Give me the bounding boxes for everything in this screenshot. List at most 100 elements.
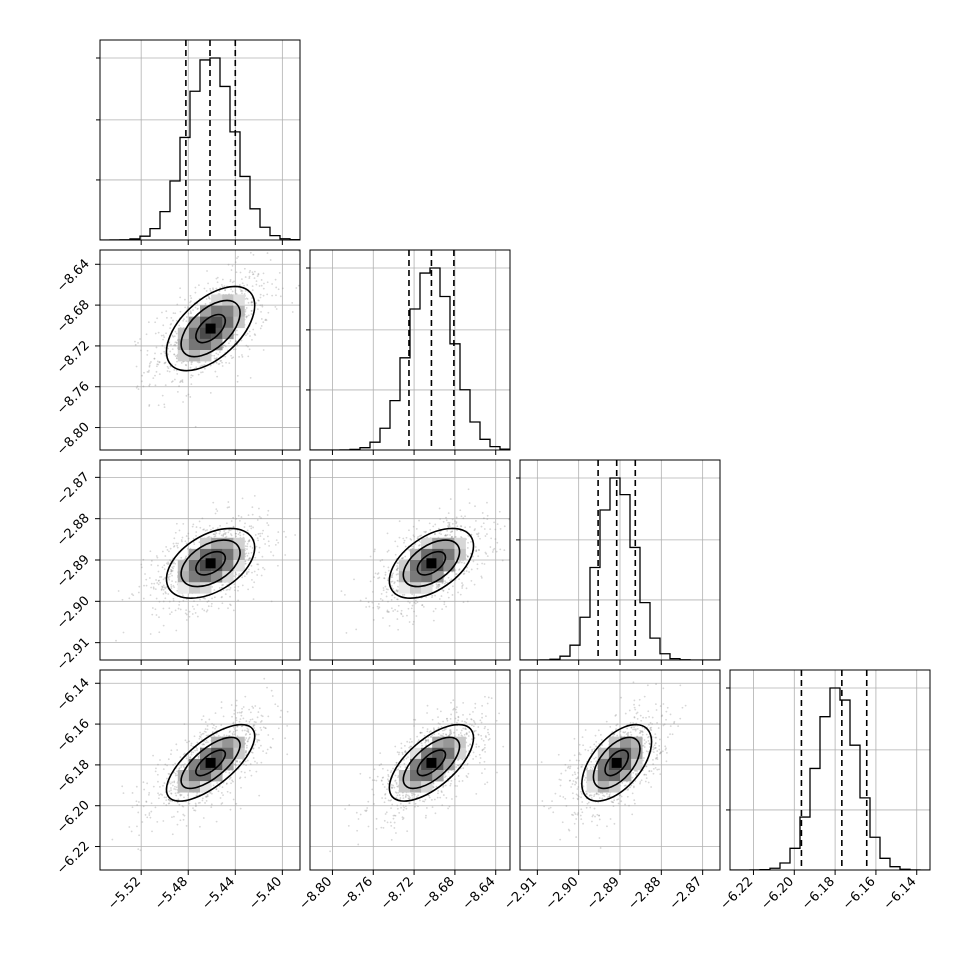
sample-point (383, 589, 385, 591)
sample-point (279, 716, 281, 718)
sample-point (209, 525, 211, 527)
sample-point (177, 798, 179, 800)
sample-point (192, 751, 194, 753)
sample-point (487, 732, 489, 734)
sample-point (172, 335, 174, 337)
sample-point (241, 354, 243, 356)
sample-point (402, 538, 404, 540)
sample-point (396, 785, 398, 787)
sample-point (207, 741, 209, 743)
sample-point (477, 563, 479, 565)
sample-point (276, 308, 278, 310)
y-tick-label: −8.68 (54, 297, 93, 336)
sample-point (244, 772, 246, 774)
y-tick-label: −8.72 (54, 338, 93, 377)
sample-point (182, 600, 184, 602)
sample-point (469, 526, 471, 528)
histogram-line (100, 58, 300, 240)
sample-point (245, 737, 247, 739)
sample-point (275, 287, 277, 289)
histogram-line (310, 268, 510, 450)
sample-point (455, 709, 457, 711)
sample-point (237, 381, 239, 383)
sample-point (370, 556, 372, 558)
sample-point (241, 278, 243, 280)
sample-point (173, 600, 175, 602)
sample-point (251, 301, 253, 303)
sample-point (261, 285, 263, 287)
sample-point (151, 583, 153, 585)
sample-point (233, 731, 235, 733)
sample-point (478, 734, 480, 736)
sample-point (158, 797, 160, 799)
sample-point (285, 536, 287, 538)
sample-point (402, 557, 404, 559)
sample-point (206, 800, 208, 802)
sample-point (473, 725, 475, 727)
sample-point (356, 830, 358, 832)
sample-point (239, 721, 241, 723)
sample-point (479, 762, 481, 764)
sample-point (242, 717, 244, 719)
sample-point (192, 526, 194, 528)
sample-point (238, 515, 240, 517)
sample-point (188, 313, 190, 315)
sample-point (198, 362, 200, 364)
sample-point (235, 803, 237, 805)
sample-point (181, 362, 183, 364)
sample-point (244, 730, 246, 732)
sample-point (250, 763, 252, 765)
sample-point (248, 302, 250, 304)
sample-point (263, 538, 265, 540)
sample-point (391, 595, 393, 597)
sample-point (383, 587, 385, 589)
sample-point (456, 722, 458, 724)
sample-point (173, 369, 175, 371)
sample-point (653, 768, 655, 770)
sample-point (221, 602, 223, 604)
sample-point (259, 285, 261, 287)
sample-point (436, 587, 438, 589)
sample-point (157, 565, 159, 567)
sample-point (226, 589, 228, 591)
sample-point (170, 783, 172, 785)
sample-point (252, 285, 254, 287)
sample-point (258, 568, 260, 570)
sample-point (210, 290, 212, 292)
sample-point (251, 310, 253, 312)
sample-point (174, 312, 176, 314)
sample-point (235, 348, 237, 350)
sample-point (481, 772, 483, 774)
sample-point (341, 590, 343, 592)
sample-point (461, 587, 463, 589)
sample-point (179, 756, 181, 758)
sample-point (182, 523, 184, 525)
sample-point (387, 609, 389, 611)
sample-point (474, 723, 476, 725)
sample-point (286, 753, 288, 755)
sample-point (215, 532, 217, 534)
sample-point (207, 283, 209, 285)
sample-point (423, 606, 425, 608)
sample-point (377, 776, 379, 778)
sample-point (123, 792, 125, 794)
sample-point (243, 763, 245, 765)
sample-point (392, 768, 394, 770)
sample-point (199, 366, 201, 368)
sample-point (412, 605, 414, 607)
sample-point (244, 526, 246, 528)
sample-point (187, 548, 189, 550)
sample-point (183, 797, 185, 799)
sample-point (263, 295, 265, 297)
sample-point (480, 757, 482, 759)
sample-point (235, 535, 237, 537)
sample-point (457, 592, 459, 594)
sample-point (486, 533, 488, 535)
sample-point (458, 578, 460, 580)
sample-point (175, 795, 177, 797)
sample-point (187, 306, 189, 308)
sample-point (439, 532, 441, 534)
sample-point (425, 815, 427, 817)
sample-point (254, 495, 256, 497)
sample-point (185, 364, 187, 366)
